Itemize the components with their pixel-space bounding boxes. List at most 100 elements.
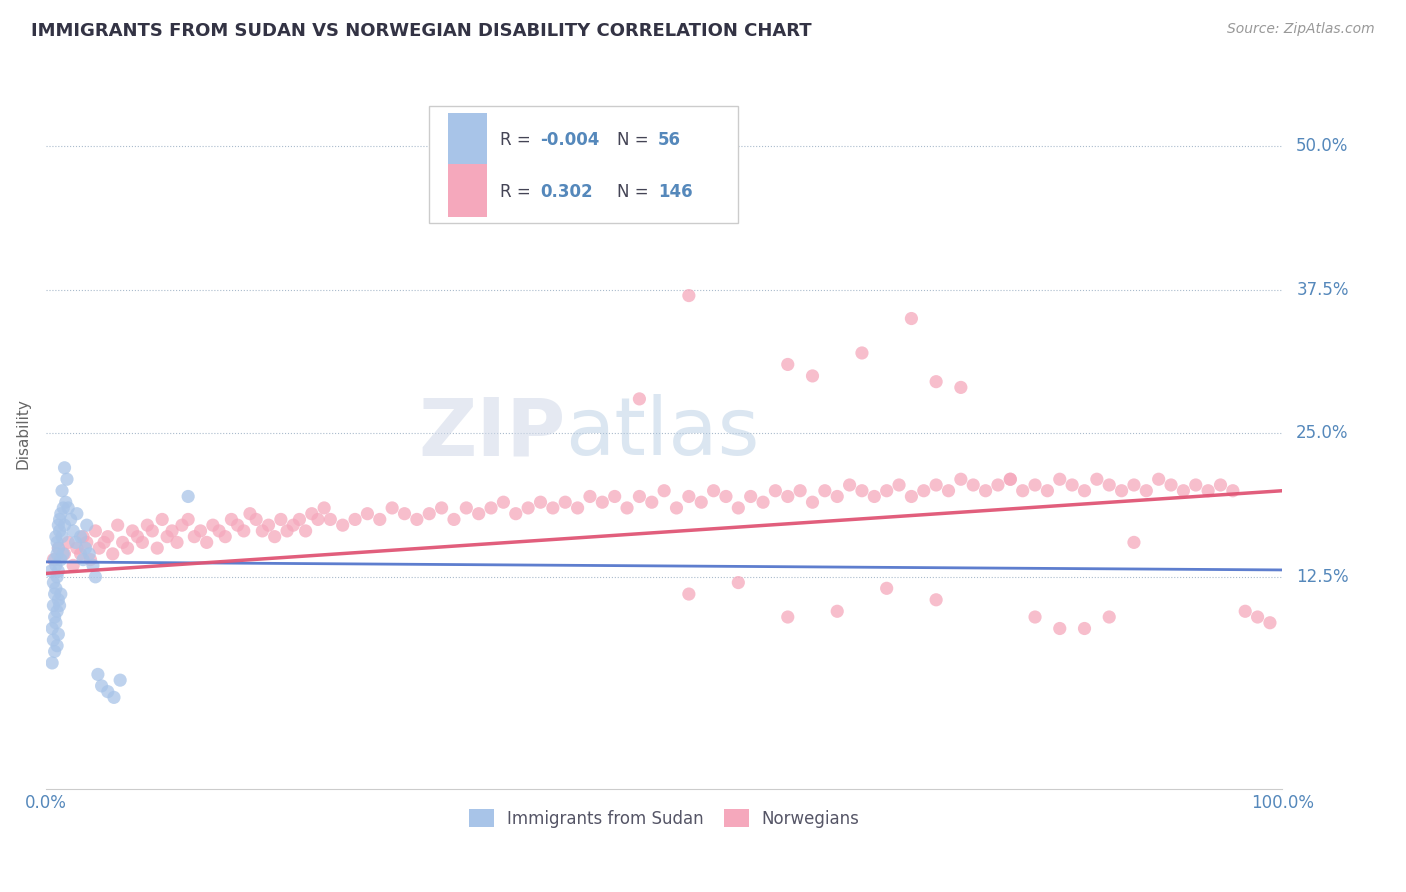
Point (665, 500, 688, 515)
Point (69, 547, 91, 561)
Point (678, 490, 700, 504)
Point (44, 552, 66, 566)
Point (141, 524, 163, 538)
Point (938, 483, 960, 498)
Point (131, 535, 153, 549)
Point (987, 478, 1010, 492)
Point (925, 478, 948, 492)
Point (1123, 535, 1146, 549)
Point (801, 495, 824, 509)
Point (53, 547, 76, 561)
Point (46, 564, 69, 578)
Point (283, 518, 305, 533)
Point (1173, 483, 1195, 498)
Point (405, 512, 427, 526)
Point (912, 483, 935, 498)
Point (776, 358, 799, 372)
Point (49, 552, 72, 566)
Point (1234, 604, 1257, 618)
Point (628, 208, 651, 222)
Point (1184, 478, 1206, 492)
Point (263, 530, 285, 544)
Y-axis label: Disability: Disability (15, 398, 30, 469)
Point (1036, 483, 1059, 498)
Point (84, 570, 107, 584)
Point (1098, 610, 1121, 624)
Point (1246, 610, 1268, 624)
Point (53, 460, 76, 475)
Point (1062, 478, 1084, 492)
Point (45, 615, 67, 630)
Point (90, 679, 112, 693)
Point (93, 535, 115, 549)
Point (603, 490, 626, 504)
Text: IMMIGRANTS FROM SUDAN VS NORWEGIAN DISABILITY CORRELATION CHART: IMMIGRANTS FROM SUDAN VS NORWEGIAN DISAB… (31, 22, 811, 40)
Point (52, 547, 75, 561)
FancyBboxPatch shape (447, 112, 488, 165)
Point (160, 524, 183, 538)
Point (270, 512, 292, 526)
Point (505, 507, 527, 521)
Point (900, 490, 922, 504)
Point (344, 512, 367, 526)
Point (1000, 472, 1022, 486)
Point (727, 575, 749, 590)
Point (59, 512, 82, 526)
Point (48, 512, 70, 526)
Point (195, 535, 218, 549)
Text: 37.5%: 37.5% (1296, 281, 1348, 299)
Point (356, 507, 378, 521)
Point (156, 530, 179, 544)
Point (876, 483, 898, 498)
Point (62, 558, 84, 573)
Point (925, 375, 948, 389)
FancyBboxPatch shape (429, 106, 738, 223)
Point (1024, 610, 1046, 624)
Point (294, 524, 316, 538)
FancyBboxPatch shape (447, 164, 488, 217)
Point (641, 495, 664, 509)
Point (46, 541, 69, 555)
Point (1135, 483, 1157, 498)
Point (1073, 622, 1095, 636)
Point (628, 490, 651, 504)
Point (46, 547, 69, 561)
Point (76, 518, 98, 533)
Point (678, 288, 700, 302)
Point (214, 530, 236, 544)
Point (1147, 472, 1170, 486)
Point (136, 518, 159, 533)
Point (53, 518, 76, 533)
Legend: Immigrants from Sudan, Norwegians: Immigrants from Sudan, Norwegians (463, 803, 866, 834)
Text: ZIP: ZIP (418, 394, 565, 473)
Point (974, 483, 997, 498)
Text: atlas: atlas (565, 394, 759, 473)
Point (579, 490, 602, 504)
Point (307, 512, 329, 526)
Point (72, 552, 94, 566)
Point (146, 541, 169, 555)
Point (166, 535, 188, 549)
Text: Source: ZipAtlas.com: Source: ZipAtlas.com (1227, 22, 1375, 37)
Point (591, 495, 613, 509)
Point (1049, 472, 1071, 486)
Point (245, 512, 267, 526)
Point (201, 518, 224, 533)
Point (89, 541, 111, 555)
Point (1000, 472, 1022, 486)
Point (567, 500, 589, 515)
Text: R =: R = (499, 183, 536, 202)
Point (301, 507, 323, 521)
Point (727, 500, 749, 515)
Point (1222, 483, 1244, 498)
Point (121, 524, 143, 538)
Text: R =: R = (499, 131, 536, 149)
Point (1123, 478, 1146, 492)
Text: 25.0%: 25.0% (1296, 425, 1348, 442)
Point (900, 311, 922, 326)
Point (703, 483, 725, 498)
Point (65, 535, 87, 549)
Point (44, 587, 66, 601)
Point (103, 690, 125, 705)
Point (765, 483, 787, 498)
